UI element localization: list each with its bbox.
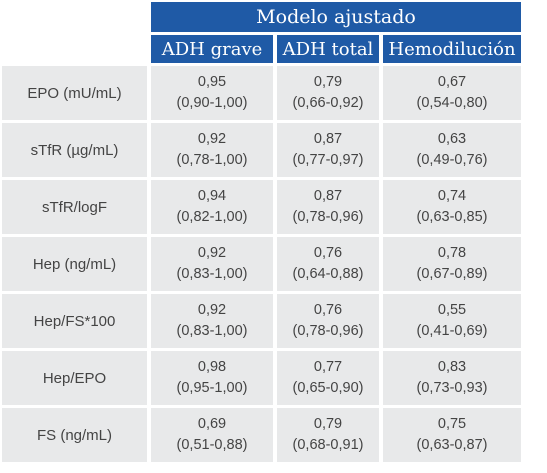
confidence-interval: (0,77-0,97): [292, 152, 364, 168]
estimate-value: 0,63: [437, 131, 467, 147]
row-label: sTfR/logF: [2, 180, 147, 234]
confidence-interval: (0,73-0,93): [416, 380, 488, 396]
confidence-interval: (0,67-0,89): [416, 266, 488, 282]
table-cell: 0,67 (0,54-0,80): [383, 66, 521, 120]
table-cell: 0,79 (0,68-0,91): [277, 408, 379, 462]
confidence-interval: (0,83-1,00): [176, 266, 248, 282]
confidence-interval: (0,41-0,69): [416, 323, 488, 339]
table-cell: 0,63 (0,49-0,76): [383, 123, 521, 177]
table-cell: 0,83 (0,73-0,93): [383, 351, 521, 405]
group-header: Modelo ajustado: [151, 2, 521, 32]
confidence-interval: (0,78-1,00): [176, 152, 248, 168]
table-cell: 0,92 (0,83-1,00): [151, 237, 273, 291]
estimate-value: 0,79: [313, 416, 343, 432]
column-header-adh-total: ADH total: [277, 35, 379, 63]
confidence-interval: (0,78-0,96): [292, 323, 364, 339]
confidence-interval: (0,65-0,90): [292, 380, 364, 396]
table-row: Hep/FS*100 0,92 (0,83-1,00) 0,76 (0,78-0,9…: [2, 294, 521, 348]
confidence-interval: (0,66-0,92): [292, 95, 364, 111]
estimate-value: 0,76: [313, 245, 343, 261]
table-cell: 0,76 (0,64-0,88): [277, 237, 379, 291]
estimate-value: 0,87: [313, 188, 343, 204]
table-cell: 0,95 (0,90-1,00): [151, 66, 273, 120]
confidence-interval: (0,63-0,87): [416, 437, 488, 453]
estimate-value: 0,76: [313, 302, 343, 318]
confidence-interval: (0,90-1,00): [176, 95, 248, 111]
column-header-adh-grave: ADH grave: [151, 35, 273, 63]
table-row: Hep (ng/mL) 0,92 (0,83-1,00) 0,76 (0,64-0,…: [2, 237, 521, 291]
table-cell: 0,76 (0,78-0,96): [277, 294, 379, 348]
estimate-value: 0,77: [313, 359, 343, 375]
estimate-value: 0,87: [313, 131, 343, 147]
table-cell: 0,78 (0,67-0,89): [383, 237, 521, 291]
table-row: Hep/EPO 0,98 (0,95-1,00) 0,77 (0,65-0,90) …: [2, 351, 521, 405]
estimate-value: 0,92: [197, 302, 227, 318]
table-row: EPO (mU/mL) 0,95 (0,90-1,00) 0,79 (0,66-0,…: [2, 66, 521, 120]
confidence-interval: (0,49-0,76): [416, 152, 488, 168]
estimate-value: 0,92: [197, 131, 227, 147]
table-cell: 0,55 (0,41-0,69): [383, 294, 521, 348]
estimate-value: 0,75: [437, 416, 467, 432]
row-label: FS (ng/mL): [2, 408, 147, 462]
column-header-hemodilucion: Hemodilución: [383, 35, 521, 63]
header-corner: [2, 2, 147, 63]
estimate-value: 0,98: [197, 359, 227, 375]
confidence-interval: (0,82-1,00): [176, 209, 248, 225]
table-cell: 0,87 (0,77-0,97): [277, 123, 379, 177]
table-cell: 0,69 (0,51-0,88): [151, 408, 273, 462]
estimate-value: 0,95: [197, 74, 227, 90]
row-label: Hep/EPO: [2, 351, 147, 405]
table-cell: 0,92 (0,83-1,00): [151, 294, 273, 348]
row-label: sTfR (µg/mL): [2, 123, 147, 177]
confidence-interval: (0,95-1,00): [176, 380, 248, 396]
header-row-columns: ADH grave ADH total Hemodilución: [2, 35, 521, 63]
confidence-interval: (0,78-0,96): [292, 209, 364, 225]
confidence-interval: (0,68-0,91): [292, 437, 364, 453]
estimate-value: 0,78: [437, 245, 467, 261]
estimate-value: 0,55: [437, 302, 467, 318]
table-cell: 0,77 (0,65-0,90): [277, 351, 379, 405]
estimate-value: 0,94: [197, 188, 227, 204]
table-cell: 0,92 (0,78-1,00): [151, 123, 273, 177]
table-cell: 0,98 (0,95-1,00): [151, 351, 273, 405]
row-label: Hep (ng/mL): [2, 237, 147, 291]
confidence-interval: (0,83-1,00): [176, 323, 248, 339]
estimate-value: 0,74: [437, 188, 467, 204]
table-row: FS (ng/mL) 0,69 (0,51-0,88) 0,79 (0,68-0,9…: [2, 408, 521, 462]
results-table: Modelo ajustado ADH grave ADH total Hemo…: [2, 2, 521, 462]
table-cell: 0,87 (0,78-0,96): [277, 180, 379, 234]
confidence-interval: (0,54-0,80): [416, 95, 488, 111]
estimate-value: 0,79: [313, 74, 343, 90]
table-row: sTfR (µg/mL) 0,92 (0,78-1,00) 0,87 (0,77-0…: [2, 123, 521, 177]
row-label: Hep/FS*100: [2, 294, 147, 348]
table-cell: 0,94 (0,82-1,00): [151, 180, 273, 234]
estimate-value: 0,69: [197, 416, 227, 432]
estimate-value: 0,92: [197, 245, 227, 261]
header-row-group: Modelo ajustado: [2, 2, 521, 63]
row-label: EPO (mU/mL): [2, 66, 147, 120]
estimate-value: 0,67: [437, 74, 467, 90]
estimate-value: 0,83: [437, 359, 467, 375]
confidence-interval: (0,64-0,88): [292, 266, 364, 282]
confidence-interval: (0,63-0,85): [416, 209, 488, 225]
table-row: sTfR/logF 0,94 (0,82-1,00) 0,87 (0,78-0,96…: [2, 180, 521, 234]
table-cell: 0,79 (0,66-0,92): [277, 66, 379, 120]
table-cell: 0,74 (0,63-0,85): [383, 180, 521, 234]
confidence-interval: (0,51-0,88): [176, 437, 248, 453]
table-cell: 0,75 (0,63-0,87): [383, 408, 521, 462]
